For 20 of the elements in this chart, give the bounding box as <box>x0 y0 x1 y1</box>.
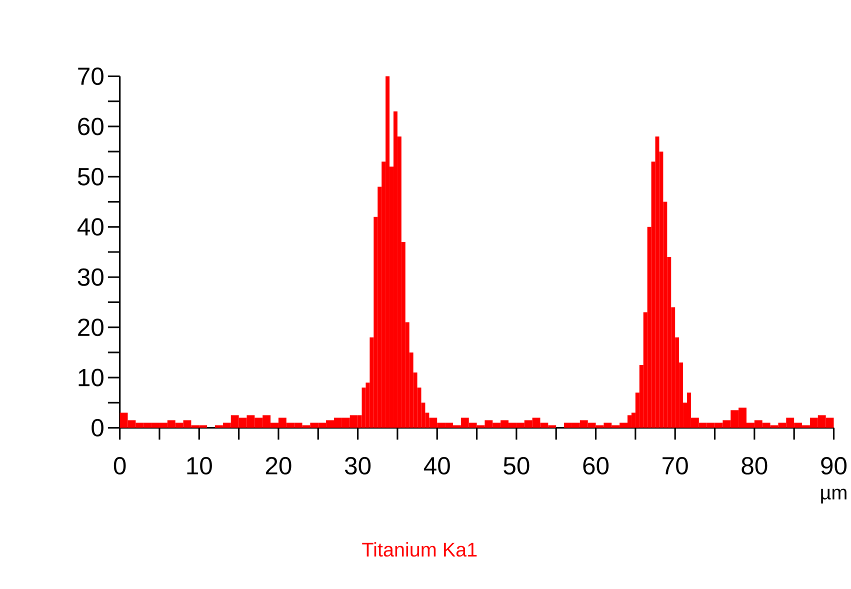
y-tick-label: 70 <box>78 67 104 85</box>
x-tick-label: 90 <box>821 456 847 474</box>
y-tick-label: 10 <box>78 368 104 386</box>
y-tick-label: 40 <box>77 218 104 236</box>
x-tick-label: 10 <box>187 456 212 474</box>
y-tick-label: 30 <box>78 268 104 286</box>
y-tick-label: 0 <box>92 418 104 436</box>
x-axis-title: µm <box>821 488 846 504</box>
x-tick-label: 30 <box>344 456 371 474</box>
x-tick-label: 80 <box>742 456 768 474</box>
y-tick-label: 20 <box>78 318 104 336</box>
x-tick-label: 0 <box>114 456 126 474</box>
y-tick-label: 60 <box>78 118 104 136</box>
y-tick-label: 50 <box>78 168 104 186</box>
x-tick-label: 70 <box>662 456 688 474</box>
x-tick-label: 40 <box>424 456 450 474</box>
x-tick-label: 60 <box>583 456 609 474</box>
text: Titanium Ka1 <box>362 542 477 557</box>
x-tick-label: 50 <box>504 456 530 474</box>
x-tick-label: 20 <box>266 456 292 474</box>
